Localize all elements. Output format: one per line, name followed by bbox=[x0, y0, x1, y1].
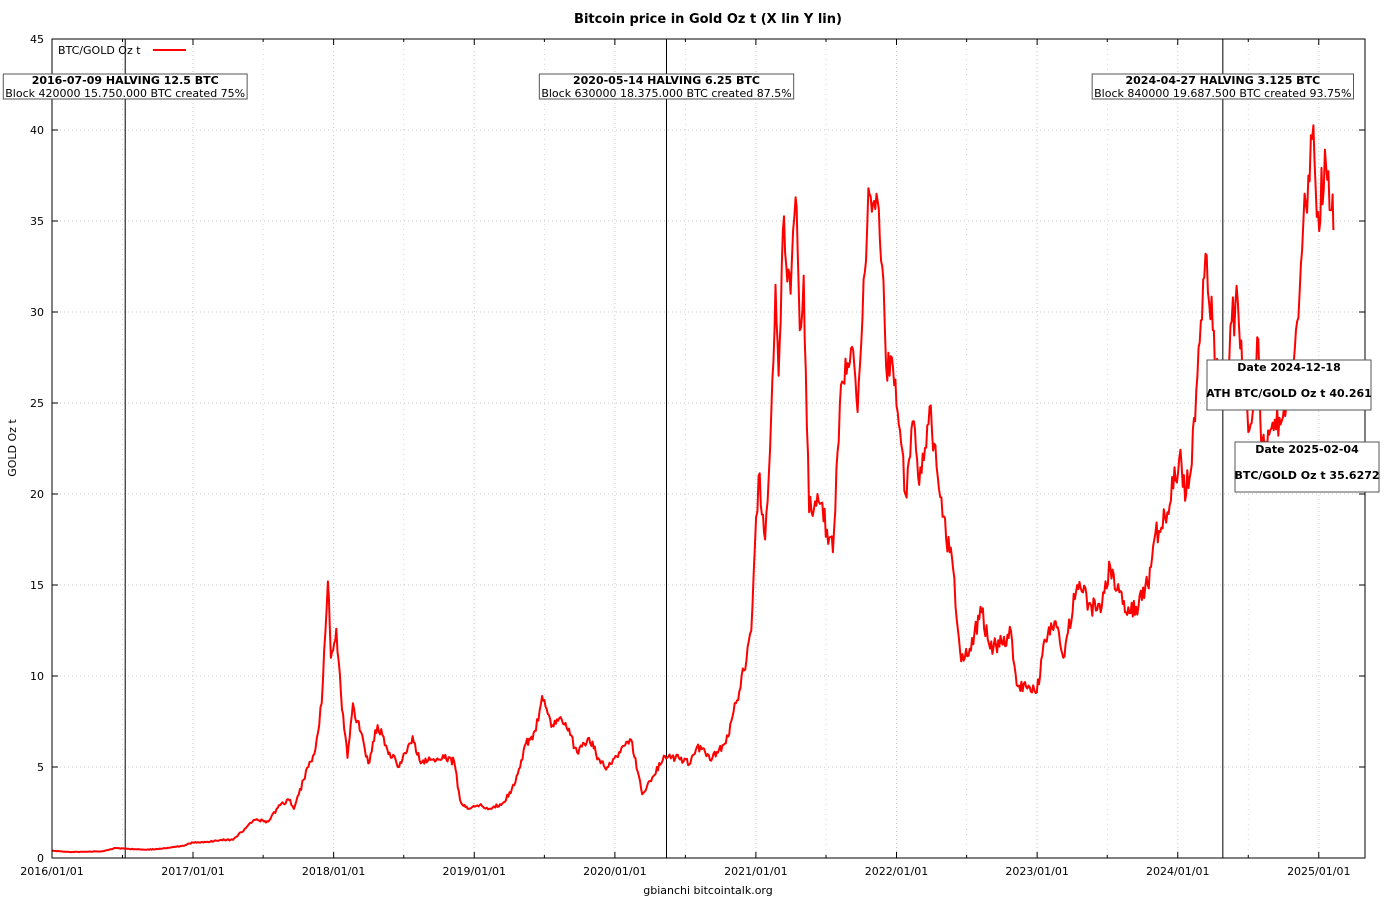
halving-lines bbox=[124, 39, 1224, 858]
halving-subtitle: Block 840000 19.687.500 BTC created 93.7… bbox=[1094, 87, 1351, 100]
x-axis-label: gbianchi bitcointalk.org bbox=[643, 884, 772, 897]
halving-label-box bbox=[1091, 73, 1355, 100]
halving-subtitle: Block 630000 18.375.000 BTC created 87.5… bbox=[541, 87, 791, 100]
x-tick-label: 2024/01/01 bbox=[1146, 865, 1209, 878]
y-tick-label: 20 bbox=[30, 488, 44, 501]
x-tick-label: 2016/01/01 bbox=[20, 865, 83, 878]
halving-title: 2024-04-27 HALVING 3.125 BTC bbox=[1125, 74, 1320, 87]
point-annotation-value: ATH BTC/GOLD Oz t 40.261 bbox=[1206, 387, 1372, 400]
x-axis-ticks: 2016/01/01 2017/01/01 2018/01/01 2019/01/01… bbox=[20, 39, 1350, 878]
halving-title: 2016-07-09 HALVING 12.5 BTC bbox=[32, 74, 219, 87]
x-tick-label: 2020/01/01 bbox=[583, 865, 646, 878]
y-tick-label: 30 bbox=[30, 306, 44, 319]
y-tick-label: 5 bbox=[37, 761, 44, 774]
x-tick-label: 2021/01/01 bbox=[724, 865, 787, 878]
x-tick-label: 2017/01/01 bbox=[161, 865, 224, 878]
chart-title: Bitcoin price in Gold Oz t (X lin Y lin) bbox=[574, 12, 842, 27]
point-annotation: Date 2024-12-18 ATH BTC/GOLD Oz t 40.261 bbox=[1206, 359, 1372, 411]
y-tick-label: 15 bbox=[30, 579, 44, 592]
halving-title: 2020-05-14 HALVING 6.25 BTC bbox=[573, 74, 760, 87]
point-annotation-box bbox=[1206, 359, 1372, 411]
point-annotation-date: Date 2024-12-18 bbox=[1237, 361, 1340, 374]
x-tick-label: 2018/01/01 bbox=[302, 865, 365, 878]
legend: BTC/GOLD Oz t bbox=[58, 44, 186, 57]
x-tick-label: 2025/01/01 bbox=[1287, 865, 1350, 878]
y-tick-label: 45 bbox=[30, 33, 44, 46]
point-annotation-box bbox=[1234, 441, 1380, 493]
y-tick-label: 0 bbox=[37, 852, 44, 865]
grid bbox=[51, 39, 1365, 858]
x-tick-label: 2022/01/01 bbox=[865, 865, 928, 878]
y-tick-label: 10 bbox=[30, 670, 44, 683]
legend-label: BTC/GOLD Oz t bbox=[58, 44, 141, 57]
series-line-btc-gold bbox=[52, 124, 1335, 854]
x-tick-label: 2019/01/01 bbox=[443, 865, 506, 878]
y-tick-label: 40 bbox=[30, 124, 44, 137]
x-tick-label: 2023/01/01 bbox=[1005, 865, 1068, 878]
halving-label-box bbox=[2, 73, 248, 100]
halving-label-box bbox=[538, 73, 795, 100]
point-annotation-date: Date 2025-02-04 bbox=[1255, 443, 1359, 456]
y-tick-label: 35 bbox=[30, 215, 44, 228]
y-axis-ticks: 0 5 10 15 20 25 30 35 40 45 bbox=[30, 33, 1365, 865]
point-annotation-value: BTC/GOLD Oz t 35.6272 bbox=[1234, 469, 1379, 482]
halving-subtitle: Block 420000 15.750.000 BTC created 75% bbox=[5, 87, 245, 100]
y-axis-label: GOLD Oz t bbox=[6, 419, 19, 477]
point-annotation: Date 2025-02-04 BTC/GOLD Oz t 35.6272 bbox=[1234, 441, 1380, 493]
y-tick-label: 25 bbox=[30, 397, 44, 410]
